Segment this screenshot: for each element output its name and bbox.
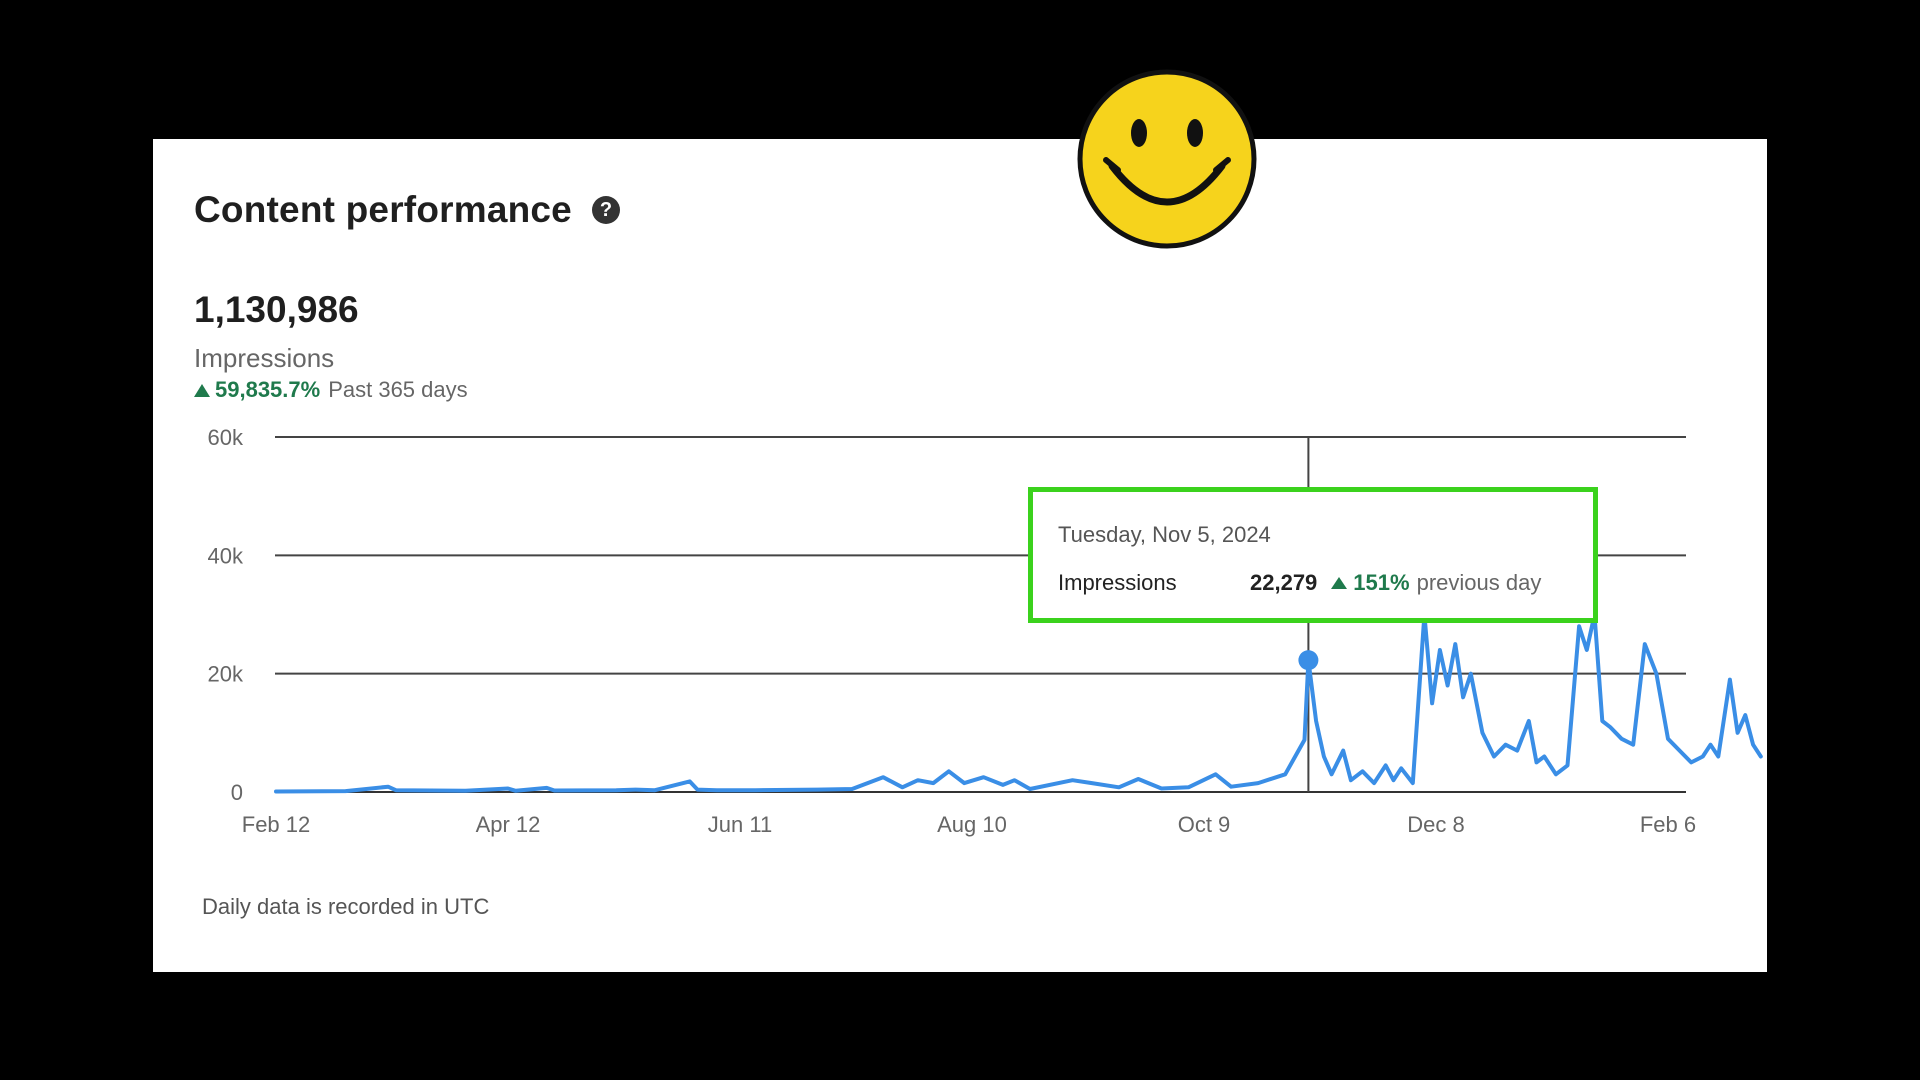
- card-title: Content performance: [194, 189, 572, 230]
- impressions-line-chart[interactable]: 0 20k 40k 60k Feb 12 Apr 12 Jun 11 Aug 10 Oct 9 D…: [153, 139, 1767, 972]
- question-circle-icon[interactable]: ?: [591, 196, 620, 224]
- x-tick-label: Aug 10: [937, 812, 1007, 837]
- impressions-total: 1,130,986: [194, 289, 359, 330]
- y-tick-label: 0: [231, 780, 243, 805]
- x-tick-label: Jun 11: [708, 812, 772, 837]
- change-period: Past 365 days: [328, 377, 468, 402]
- change-percent: 59,835.7%: [215, 377, 321, 402]
- y-tick-label: 40k: [208, 543, 244, 568]
- y-tick-label: 20k: [208, 662, 244, 687]
- content-performance-card: Content performance ? 1,130,986 Impressi…: [153, 139, 1767, 972]
- smiley-face-icon: [1077, 69, 1257, 249]
- trend-up-icon: [194, 383, 210, 397]
- y-tick-label: 60k: [208, 425, 244, 450]
- x-tick-label: Oct 9: [1178, 812, 1231, 837]
- x-tick-label: Dec 8: [1407, 812, 1464, 837]
- impressions-change: 59,835.7% Past 365 days: [194, 377, 468, 403]
- title-row: Content performance ?: [194, 189, 620, 231]
- highlight-point: [1298, 650, 1319, 671]
- x-tick-label: Feb 12: [242, 812, 311, 837]
- x-tick-label: Apr 12: [476, 812, 541, 837]
- impressions-series-line: [274, 612, 1763, 794]
- x-tick-label: Feb 6: [1640, 812, 1696, 837]
- utc-footnote: Daily data is recorded in UTC: [202, 894, 490, 919]
- impressions-label: Impressions: [194, 343, 335, 373]
